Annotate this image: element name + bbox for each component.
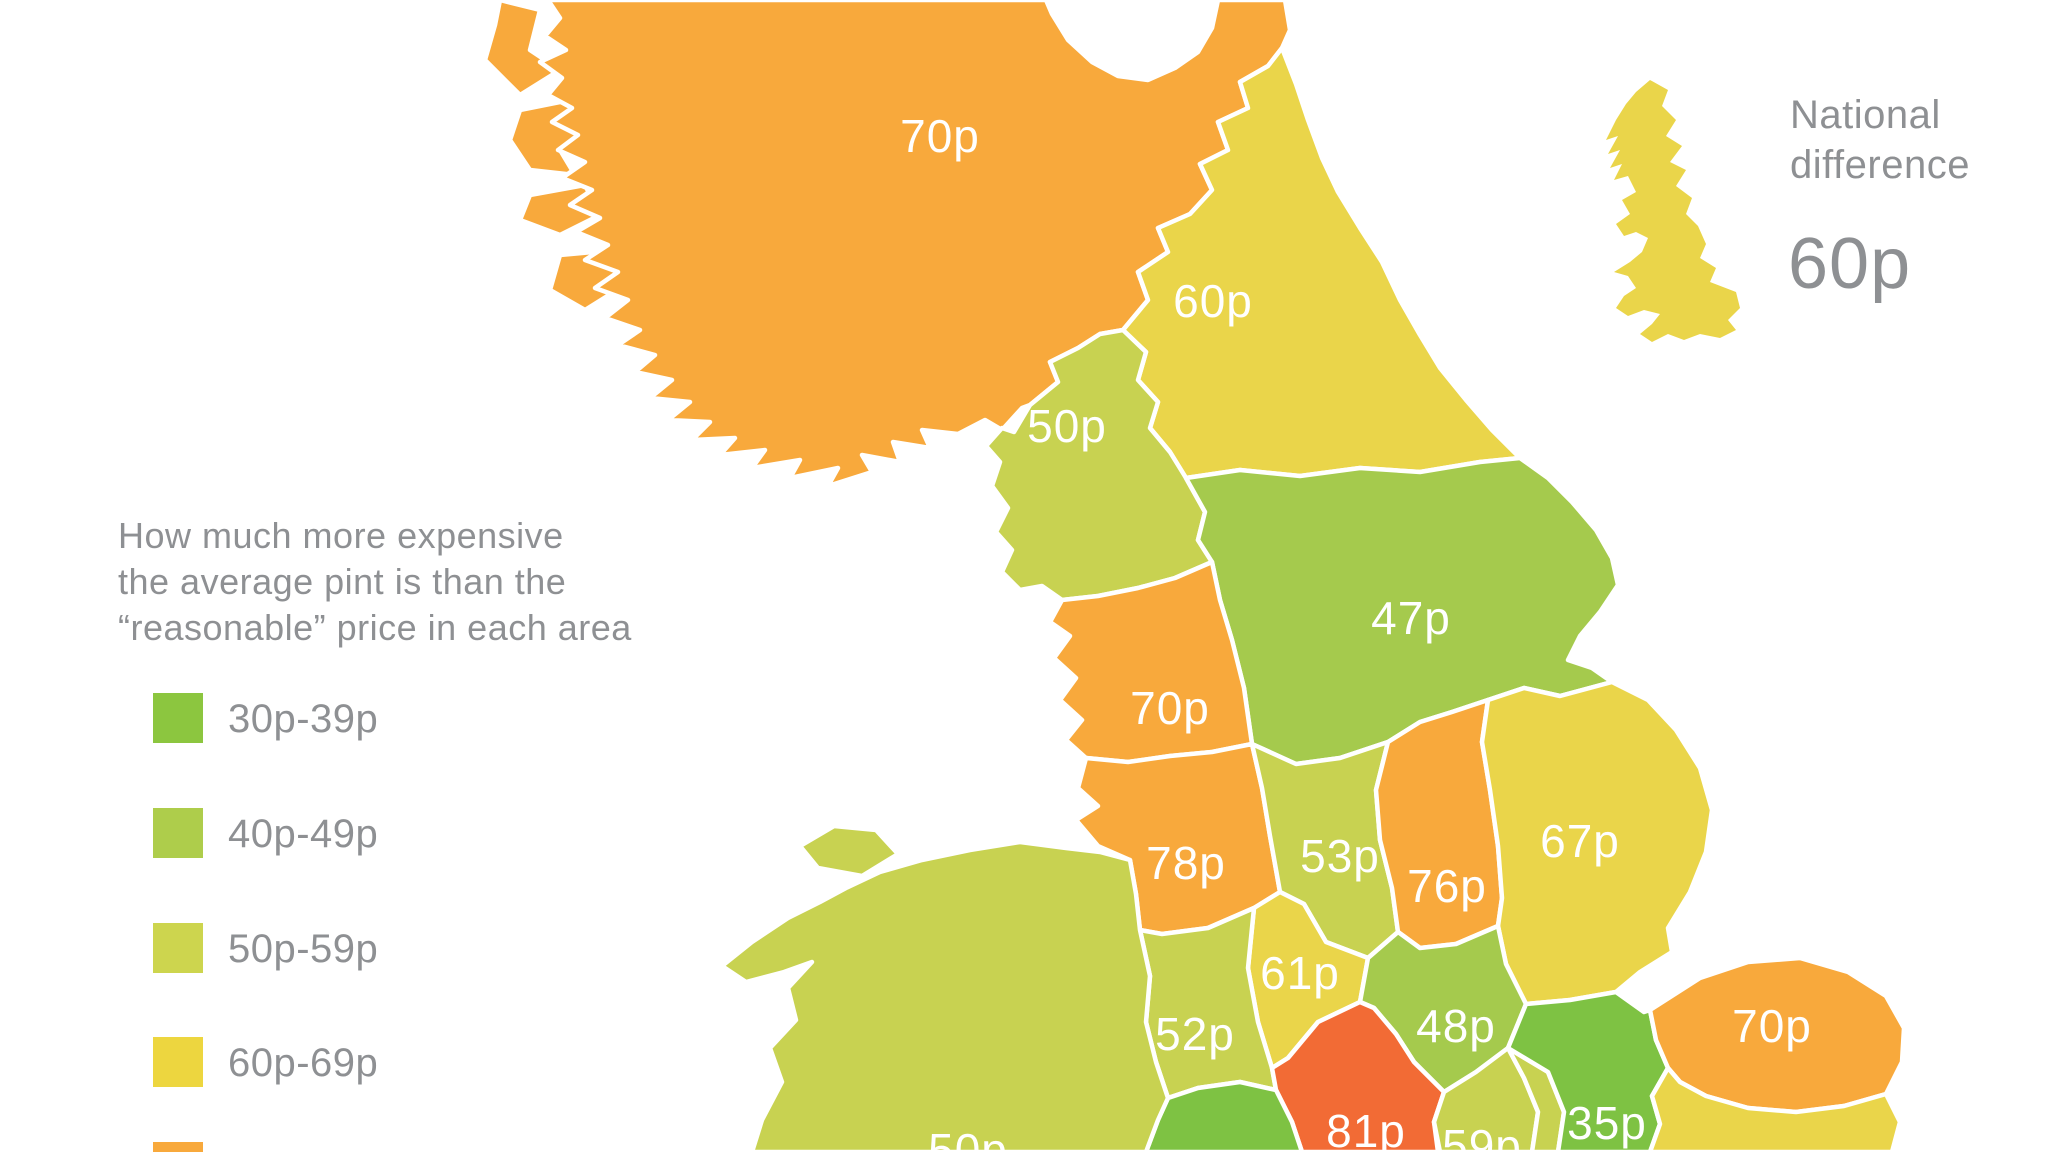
national-difference-title-line2: difference	[1790, 143, 1970, 187]
legend-swatch-50-59	[153, 923, 203, 973]
legend-label-50-59: 50p-59p	[228, 927, 378, 971]
legend-swatch-70-79	[153, 1142, 203, 1152]
legend-item-70-79-cut	[153, 1142, 203, 1152]
label-wales: 50p	[928, 1124, 1008, 1152]
label-yorkshire: 47p	[1371, 592, 1451, 644]
label-west-midlands: 81p	[1326, 1105, 1406, 1152]
legend-label-60-69: 60p-69p	[228, 1041, 378, 1085]
label-cumbria: 50p	[1027, 400, 1107, 452]
label-leicestershire: 48p	[1416, 1000, 1496, 1052]
label-cambridgeshire: 35p	[1567, 1097, 1647, 1149]
label-north-east: 60p	[1173, 275, 1253, 327]
mini-gb-map-icon	[1606, 80, 1740, 342]
legend-label-30-39: 30p-39p	[228, 697, 378, 741]
map-regions	[482, 0, 1907, 1152]
legend-heading-line3: “reasonable” price in each area	[118, 607, 632, 648]
label-north-west: 70p	[1130, 682, 1210, 734]
island-lewis	[482, 0, 563, 98]
region-suffolk	[1647, 1065, 1903, 1152]
legend-swatch-30-39	[153, 693, 203, 743]
label-scotland: 70p	[900, 110, 980, 162]
legend-item-60-69: 60p-69p	[153, 1037, 378, 1087]
label-nottinghamshire: 76p	[1407, 860, 1487, 912]
legend-swatch-40-49	[153, 808, 203, 858]
legend-heading-line2: the average pint is than the	[118, 561, 566, 602]
legend-swatch-60-69	[153, 1037, 203, 1087]
region-wales	[719, 839, 1171, 1152]
label-northamptonshire: 59p	[1442, 1120, 1522, 1152]
legend: How much more expensive the average pint…	[118, 515, 632, 1152]
national-difference-title-line1: National	[1790, 93, 1941, 137]
label-lincolnshire: 67p	[1540, 815, 1620, 867]
label-norfolk: 70p	[1732, 1000, 1812, 1052]
national-difference-panel: National difference 60p	[1606, 80, 1970, 342]
island-anglesey	[797, 823, 901, 879]
legend-item-30-39: 30p-39p	[153, 693, 378, 743]
label-derbyshire: 53p	[1300, 830, 1380, 882]
legend-item-40-49: 40p-49p	[153, 808, 378, 858]
national-difference-value: 60p	[1788, 224, 1911, 304]
region-lincolnshire	[1479, 679, 1715, 1007]
legend-label-40-49: 40p-49p	[228, 812, 378, 856]
label-cheshire: 78p	[1146, 837, 1226, 889]
region-value-labels: 70p 60p 50p 47p 70p 78p 53p 76p 67p 61p …	[900, 110, 1812, 1152]
legend-item-50-59: 50p-59p	[153, 923, 378, 973]
label-staffordshire: 61p	[1260, 947, 1340, 999]
label-shropshire: 52p	[1155, 1008, 1235, 1060]
legend-heading-line1: How much more expensive	[118, 515, 564, 556]
